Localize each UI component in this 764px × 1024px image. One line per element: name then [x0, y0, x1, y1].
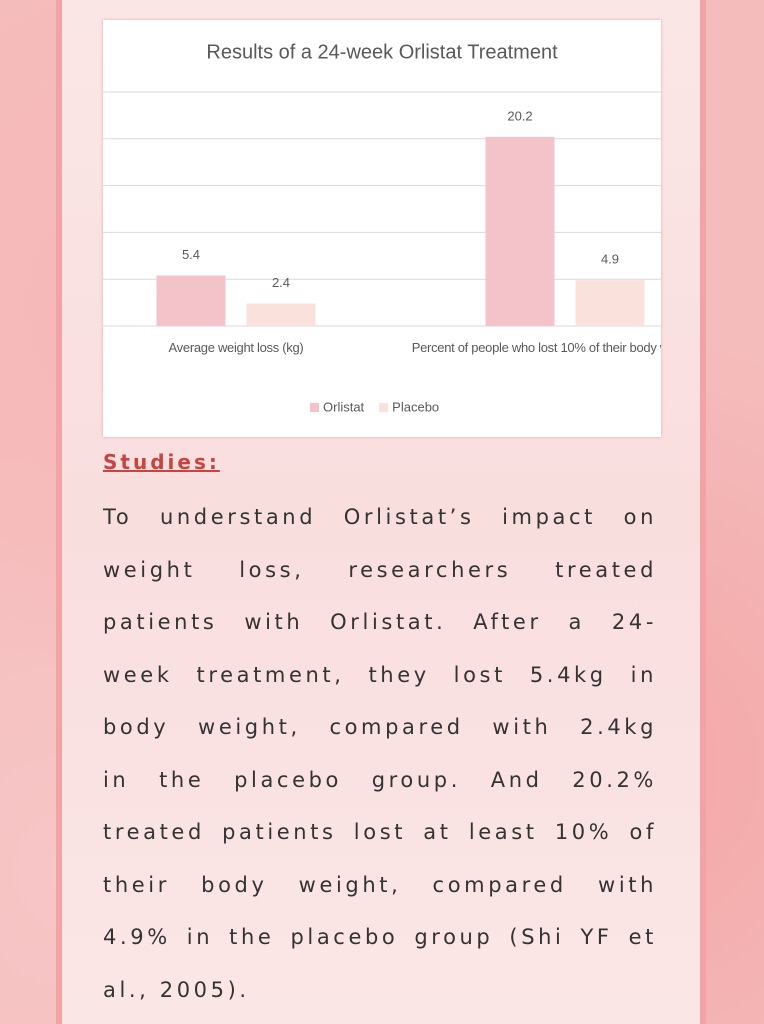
legend-label: Orlistat — [323, 399, 365, 414]
bar — [156, 275, 226, 326]
bar — [575, 280, 645, 326]
legend-swatch — [379, 403, 389, 412]
chart-title: Results of a 24-week Orlistat Treatment — [206, 41, 558, 63]
data-label: 4.9 — [601, 252, 619, 267]
data-label: 20.2 — [507, 108, 532, 123]
text-line: their body weight, compared with — [103, 872, 657, 897]
x-tick-label: Average weight loss (kg) — [168, 340, 304, 355]
paragraph: To understand Orlistat’s impact on weight… — [103, 497, 657, 1022]
bar — [246, 303, 316, 326]
text-line: week treatment, they lost 5.4kg in — [103, 662, 657, 687]
text-line: body weight, compared with 2.4kg — [103, 715, 657, 739]
chart: Results of a 24-week Orlistat Treatment … — [103, 20, 661, 437]
data-label: 2.4 — [272, 275, 290, 290]
bar — [485, 136, 555, 326]
text-line: treated patients lost at least 10% of — [103, 820, 657, 844]
legend-swatch — [310, 403, 319, 412]
text-line: To understand Orlistat’s impact on — [103, 505, 657, 529]
text-line: patients with Orlistat. After a 24- — [103, 610, 657, 634]
text-line: weight loss, researchers treated — [103, 557, 657, 582]
legend-label: Placebo — [392, 399, 439, 414]
text-line: in the placebo group. And 20.2% — [103, 767, 657, 792]
x-tick-label: Percent of people who lost 10% of their … — [411, 340, 661, 355]
heading: Studies: — [103, 450, 220, 474]
x-tick-label-box: Percent of people who lost 10% of their … — [411, 340, 661, 355]
text-line: 4.9% in the placebo group (Shi YF et — [103, 925, 657, 949]
x-tick-label-box: Average weight loss (kg) — [168, 340, 304, 355]
data-label: 5.4 — [182, 247, 200, 262]
text-line: al., 2005). — [103, 977, 250, 1002]
